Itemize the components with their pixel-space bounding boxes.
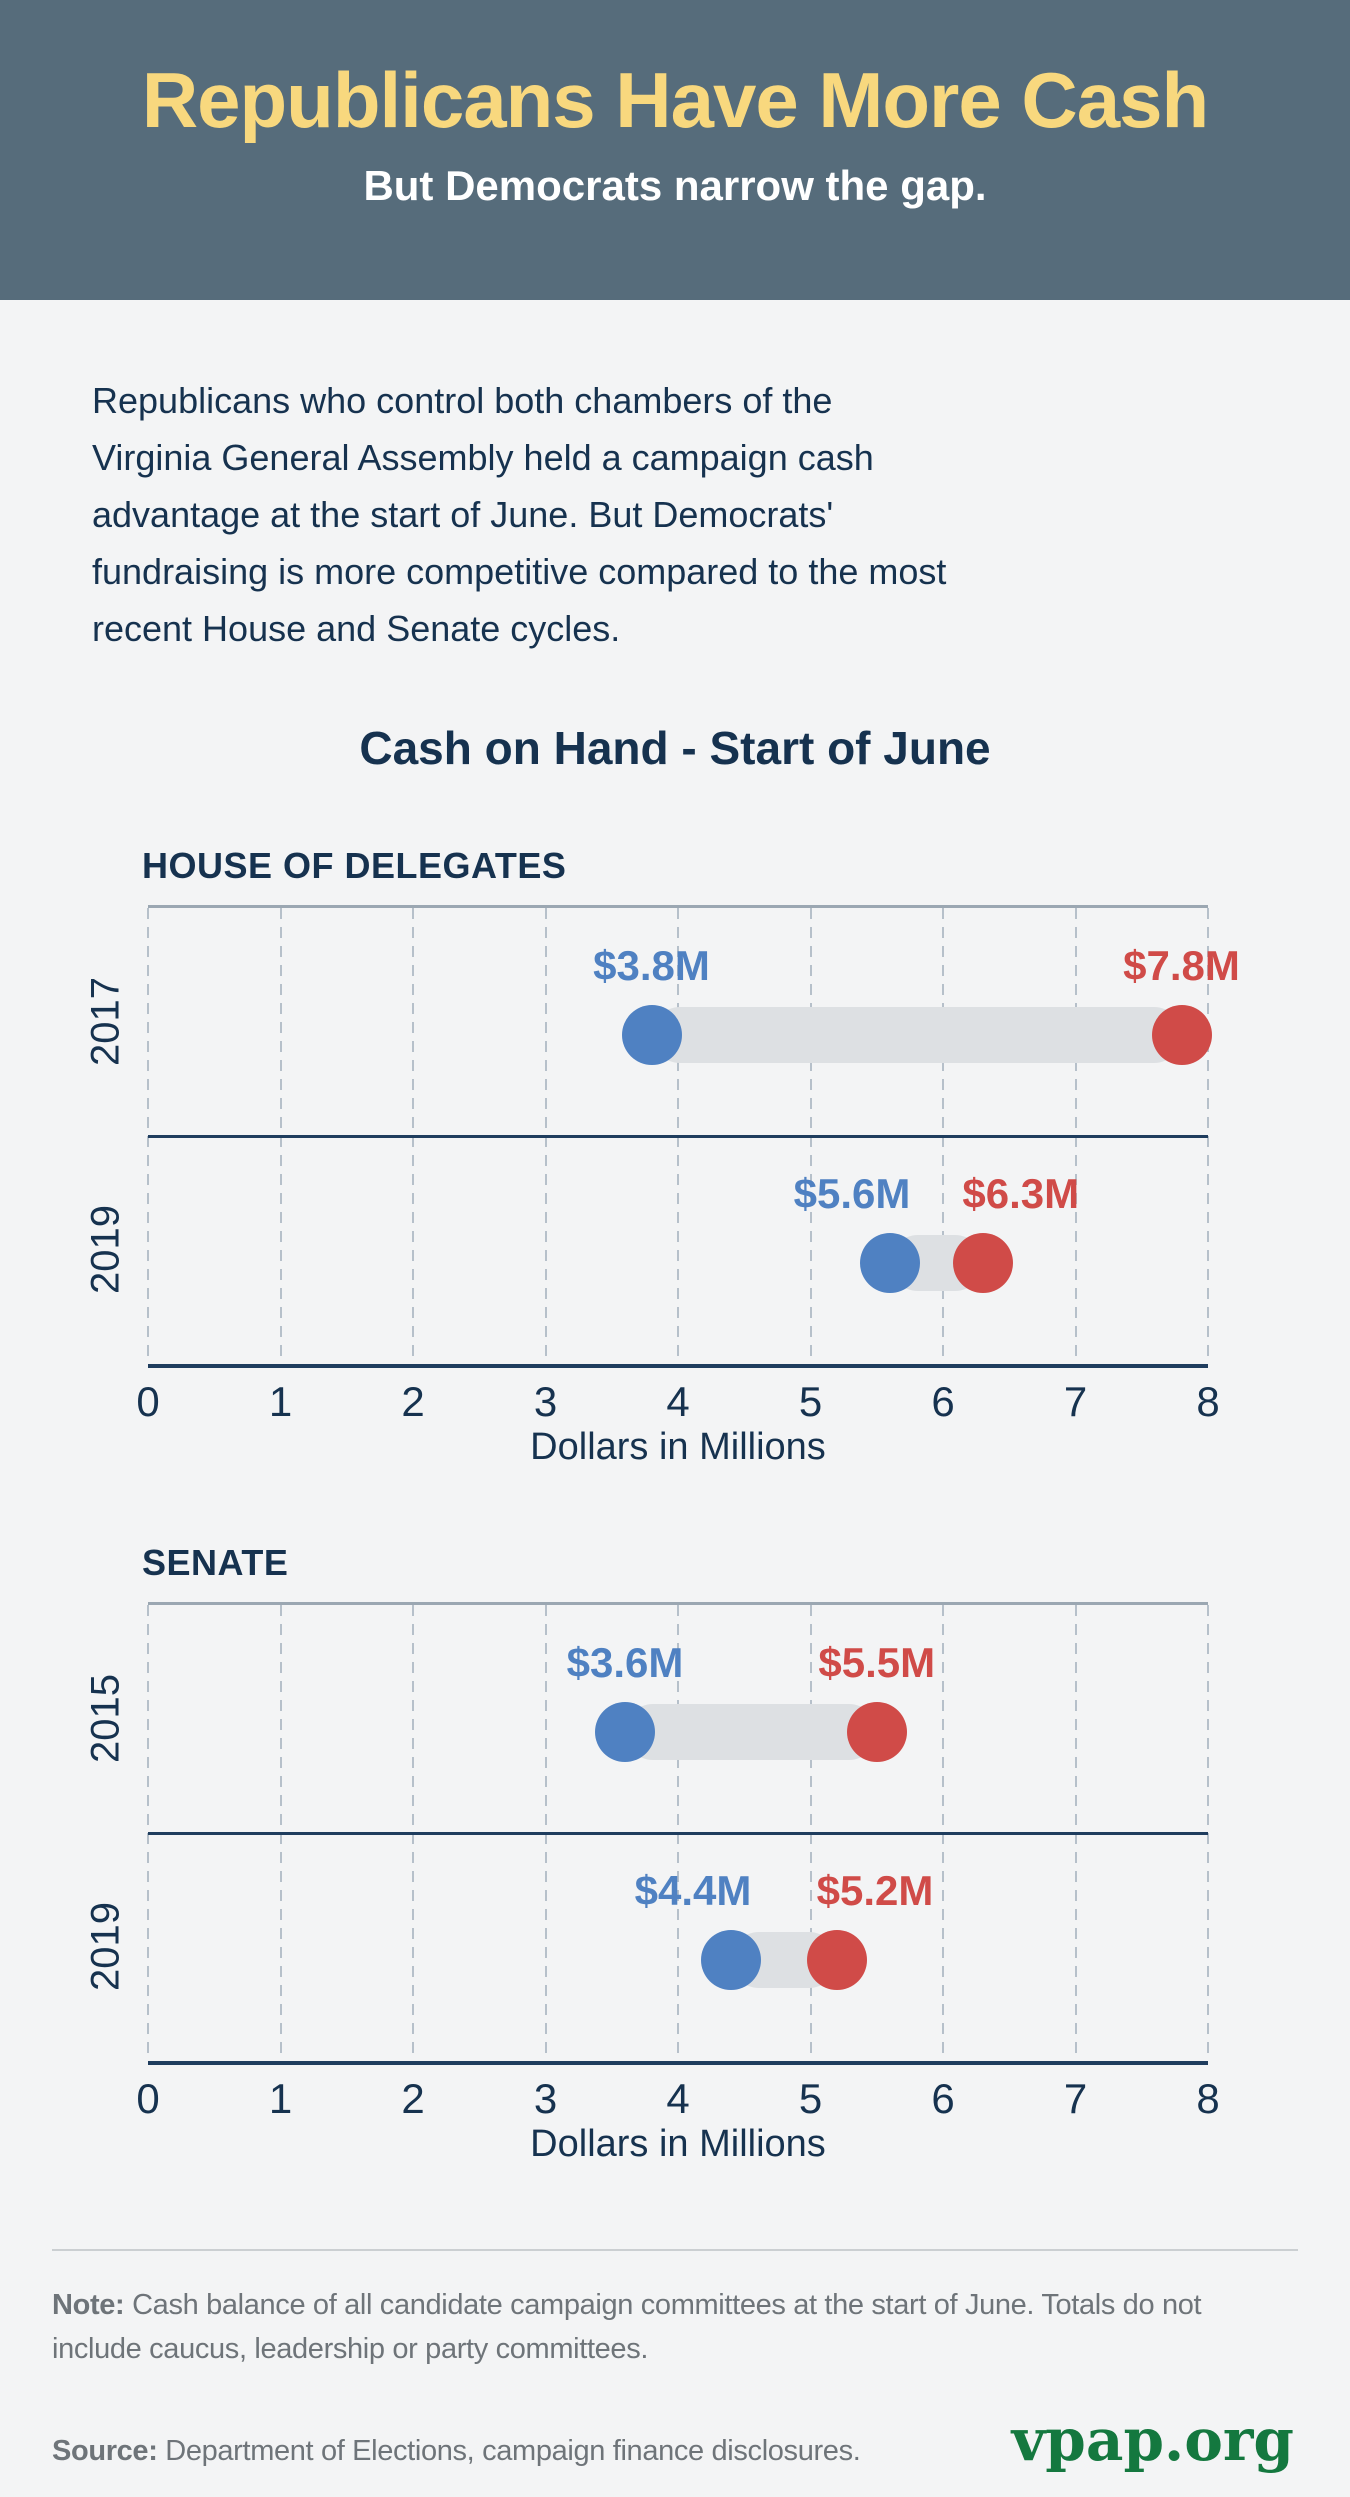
intro-paragraph: Republicans who control both chambers of… <box>0 300 1350 657</box>
x-tick-label: 4 <box>666 1378 690 1425</box>
republican-dot <box>807 1930 867 1990</box>
gridline <box>1207 1605 1209 2061</box>
category-label: 2019 <box>83 1902 128 1992</box>
senate-x-axis-title: Dollars in Millions <box>530 2123 826 2165</box>
x-tick-label: 5 <box>798 1378 823 1425</box>
intro-line: advantage at the start of June. But Demo… <box>92 494 834 535</box>
footer-divider <box>52 2249 1298 2251</box>
value-label: $7.8M <box>1123 942 1240 989</box>
intro-line: Republicans who control both chambers of… <box>92 380 833 421</box>
democrat-dot <box>595 1702 655 1762</box>
category-label: 2015 <box>83 1674 128 1764</box>
x-tick-label: 8 <box>1196 1378 1220 1425</box>
x-tick-label: 2 <box>401 2075 425 2122</box>
source-line: Source: Department of Elections, campaig… <box>52 2435 861 2468</box>
democrat-dot <box>701 1930 761 1990</box>
value-label: $3.6M <box>566 1639 684 1686</box>
x-tick-label: 8 <box>1196 2075 1220 2122</box>
house-of-delegates-chart: HOUSE OF DELEGATES 2017 $3.8M $7.8M 2019 $5.… <box>0 845 1350 1472</box>
senate-plot-area: 2015 $3.6M $5.5M 2019 $4.4M $5.2M <box>84 1602 1209 2065</box>
intro-line: Virginia General Assembly held a campaig… <box>92 437 874 478</box>
house-plot-area: 2017 $3.8M $7.8M 2019 $5.6M $6.3M <box>84 905 1240 1368</box>
connector-bar <box>625 1704 877 1760</box>
republican-dot <box>846 1702 907 1762</box>
republican-dot <box>1151 1005 1212 1065</box>
democrat-dot <box>621 1005 682 1065</box>
x-tick-label: 4 <box>666 2075 690 2122</box>
x-tick-label: 1 <box>268 1378 293 1425</box>
x-tick-label: 0 <box>136 2075 160 2122</box>
header-banner: Republicans Have More Cash But Democrats… <box>0 0 1350 300</box>
footer: Note: Cash balance of all candidate camp… <box>0 2249 1350 2497</box>
democrat-dot <box>860 1233 920 1293</box>
note-text: Cash balance of all candidate campaign c… <box>52 2289 1202 2365</box>
category-label: 2019 <box>83 1205 128 1295</box>
source-text: Department of Elections, campaign financ… <box>165 2435 861 2467</box>
gridline <box>1207 908 1209 1364</box>
value-label: $5.2M <box>816 1867 934 1914</box>
x-tick-label: 2 <box>401 1378 425 1425</box>
x-tick-label: 1 <box>268 2075 293 2122</box>
category-label: 2017 <box>83 977 128 1067</box>
x-tick-label: 5 <box>798 2075 823 2122</box>
x-tick-label: 7 <box>1063 2075 1088 2122</box>
chart-section: Cash on Hand - Start of June HOUSE OF DE… <box>0 721 1350 2169</box>
value-label: $6.3M <box>962 1170 1080 1217</box>
value-label: $3.8M <box>593 942 710 989</box>
x-tick-label: 3 <box>533 1378 558 1425</box>
x-tick-label: 6 <box>931 2075 955 2122</box>
house-x-axis: 0 1 2 3 4 5 6 7 8 <box>136 1368 1219 1426</box>
source-label: Source: <box>52 2435 158 2467</box>
x-tick-label: 3 <box>533 2075 558 2122</box>
senate-x-axis: 0 1 2 3 4 5 6 7 8 <box>136 2065 1219 2123</box>
source-row: Source: Department of Elections, campaig… <box>52 2411 1294 2469</box>
house-section-label: HOUSE OF DELEGATES <box>142 845 567 886</box>
row-separator <box>148 1832 1208 1835</box>
value-label: $4.4M <box>634 1867 752 1914</box>
intro-line: fundraising is more competitive compared… <box>92 551 947 592</box>
senate-section-label: SENATE <box>142 1542 289 1583</box>
chart-title: Cash on Hand - Start of June <box>359 722 991 774</box>
row-separator <box>148 1135 1208 1138</box>
value-label: $5.5M <box>818 1639 936 1686</box>
value-label: $5.6M <box>793 1170 911 1217</box>
page-subtitle: But Democrats narrow the gap. <box>363 162 987 209</box>
x-tick-label: 0 <box>136 1378 160 1425</box>
page-title: Republicans Have More Cash <box>141 56 1209 144</box>
intro-line: recent House and Senate cycles. <box>92 608 621 649</box>
footnote: Note: Cash balance of all candidate camp… <box>52 2283 1298 2371</box>
senate-chart: SENATE 2015 $3.6M $5.5M 2019 $4.4M $5.2M 0 1 2 3… <box>0 1542 1350 2169</box>
house-x-axis-title: Dollars in Millions <box>530 1426 826 1468</box>
connector-bar <box>651 1007 1182 1063</box>
republican-dot <box>952 1233 1013 1293</box>
vpap-logo[interactable]: vpap.org <box>1011 2406 1294 2474</box>
x-tick-label: 6 <box>931 1378 955 1425</box>
x-tick-label: 7 <box>1063 1378 1088 1425</box>
note-label: Note: <box>52 2289 125 2321</box>
